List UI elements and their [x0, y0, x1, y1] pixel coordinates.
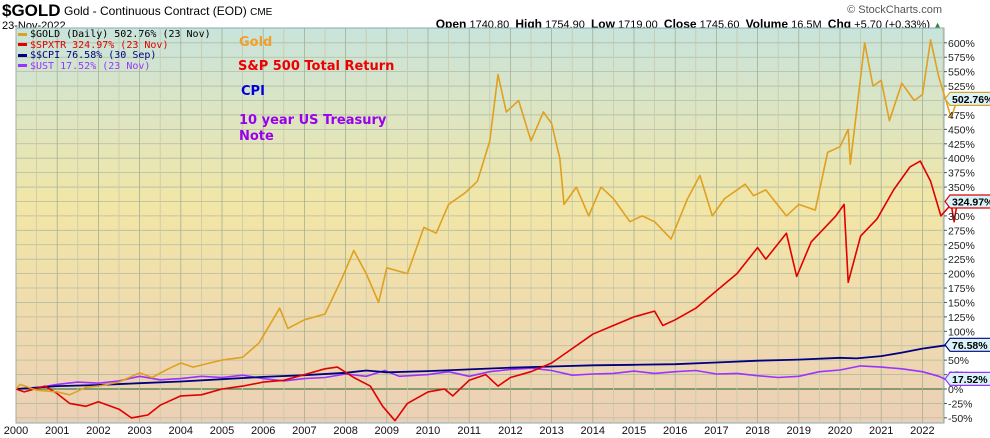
x-tick-label: 2006	[251, 425, 275, 437]
x-tick-label: 2002	[86, 425, 110, 437]
legend-text: $$CPI 76.58% (30 Sep)	[30, 50, 157, 61]
y-tick-label: 150%	[948, 297, 975, 309]
legend-item-ust: $UST 17.52% (23 Nov)	[18, 60, 211, 73]
x-tick-label: 2007	[292, 425, 316, 437]
y-tick-label: -25%	[948, 398, 973, 410]
last-value-tag-label: 324.97%	[952, 196, 990, 208]
series-line-gold	[15, 39, 959, 396]
annotation-cpi: CPI	[241, 84, 265, 99]
y-tick-label: 100%	[948, 326, 975, 338]
y-tick-label: 125%	[948, 312, 975, 324]
x-tick-label: 2005	[210, 425, 234, 437]
y-tick-label: 550%	[948, 67, 975, 79]
legend: $GOLD (Daily) 502.76% (23 Nov) $SPXTR 32…	[18, 29, 211, 73]
y-tick-label: 475%	[948, 110, 975, 122]
y-tick-label: 300%	[948, 211, 975, 223]
last-value-tag-box	[944, 194, 990, 209]
legend-swatch	[18, 64, 27, 67]
legend-swatch	[18, 43, 27, 46]
x-tick-label: 2003	[127, 425, 151, 437]
legend-text: $GOLD (Daily) 502.76% (23 Nov)	[30, 29, 211, 40]
y-tick-label: 425%	[948, 139, 975, 151]
y-tick-label: 275%	[948, 225, 975, 237]
legend-swatch	[18, 53, 27, 57]
legend-text: $UST 17.52% (23 Nov)	[30, 60, 151, 72]
x-tick-label: 2020	[828, 425, 852, 437]
grid	[15, 28, 944, 423]
x-tick-label: 2012	[498, 425, 522, 437]
last-value-tag-label: 76.58%	[952, 340, 988, 352]
last-value-tag: 17.52%	[944, 371, 990, 386]
x-tick-label: 2000	[4, 425, 28, 437]
y-tick-label: 400%	[948, 153, 975, 165]
x-tick-label: 2017	[704, 425, 728, 437]
y-tick-label: 350%	[948, 182, 975, 194]
x-tick-label: 2016	[663, 425, 687, 437]
x-tick-label: 2014	[581, 425, 605, 437]
y-tick-label: 225%	[948, 254, 975, 266]
instrument-title: Gold - Continuous Contract (EOD)	[64, 4, 247, 18]
x-tick-label: 2022	[910, 425, 934, 437]
series-group	[15, 39, 959, 422]
last-value-tag: 324.97%	[944, 194, 990, 209]
y-tick-label: 0%	[948, 384, 963, 396]
legend-item-cpi: $$CPI 76.58% (30 Sep)	[18, 50, 211, 62]
up-arrow-icon: ▲	[933, 20, 942, 30]
y-tick-label: 600%	[948, 38, 975, 50]
x-tick-label: 2008	[333, 425, 357, 437]
plot-area	[15, 27, 945, 424]
last-value-tag: 76.58%	[944, 337, 990, 352]
axes: 600% 575% 550% 525% 475% 450% 425% 400% 375% 350%…	[4, 38, 990, 437]
exchange: CME	[250, 7, 273, 18]
y-tick-label: 450%	[948, 124, 975, 136]
y-tick-label: 200%	[948, 269, 975, 281]
y-tick-label: 175%	[948, 283, 975, 295]
series-line-spxtr	[15, 160, 959, 422]
x-tick-label: 2013	[539, 425, 563, 437]
x-tick-label: 2011	[457, 425, 481, 437]
y-tick-label: 525%	[948, 81, 975, 93]
x-tick-label: 2010	[416, 425, 440, 437]
x-tick-label: 2001	[45, 425, 69, 437]
annotation-treasury-note: Note	[239, 129, 274, 144]
legend-item-gold: $GOLD (Daily) 502.76% (23 Nov)	[18, 29, 211, 41]
instrument-name: Gold - Continuous Contract (EOD) CME	[64, 4, 272, 18]
x-tick-label: 2019	[787, 425, 811, 437]
brand: © StockCharts.com	[847, 4, 942, 16]
x-tick-label: 2015	[622, 425, 646, 437]
last-value-tag-label: 502.76%	[952, 94, 990, 106]
annotation-gold: Gold	[239, 35, 273, 50]
legend-swatch	[18, 32, 27, 36]
annotation-treasury: 10 year US Treasury	[239, 113, 387, 128]
last-value-tag-label: 17.52%	[952, 374, 988, 386]
x-tick-label: 2021	[869, 425, 893, 437]
x-tick-label: 2004	[169, 425, 193, 437]
y-tick-label: 575%	[948, 52, 975, 64]
last-value-tag: 502.76%	[944, 91, 990, 107]
symbol: $GOLD	[2, 1, 61, 20]
last-value-tag-box	[944, 371, 990, 386]
y-tick-label: -50%	[948, 413, 973, 425]
x-tick-label: 2009	[375, 425, 399, 437]
legend-text: $SPXTR 324.97% (23 Nov)	[30, 39, 169, 51]
y-tick-label: 250%	[948, 240, 975, 252]
y-tick-label: 375%	[948, 168, 975, 180]
y-tick-label: 50%	[948, 355, 969, 367]
annotation-sp500: S&P 500 Total Return	[238, 59, 395, 74]
last-value-tag-box	[944, 91, 990, 107]
series-line-ust	[15, 365, 958, 390]
series-line-cpi	[15, 343, 954, 390]
last-value-tag-box	[944, 337, 990, 352]
x-tick-label: 2018	[745, 425, 769, 437]
legend-item-spxtr: $SPXTR 324.97% (23 Nov)	[18, 39, 211, 52]
